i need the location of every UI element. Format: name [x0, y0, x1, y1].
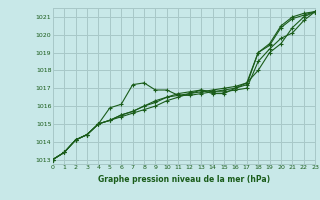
- X-axis label: Graphe pression niveau de la mer (hPa): Graphe pression niveau de la mer (hPa): [98, 175, 270, 184]
